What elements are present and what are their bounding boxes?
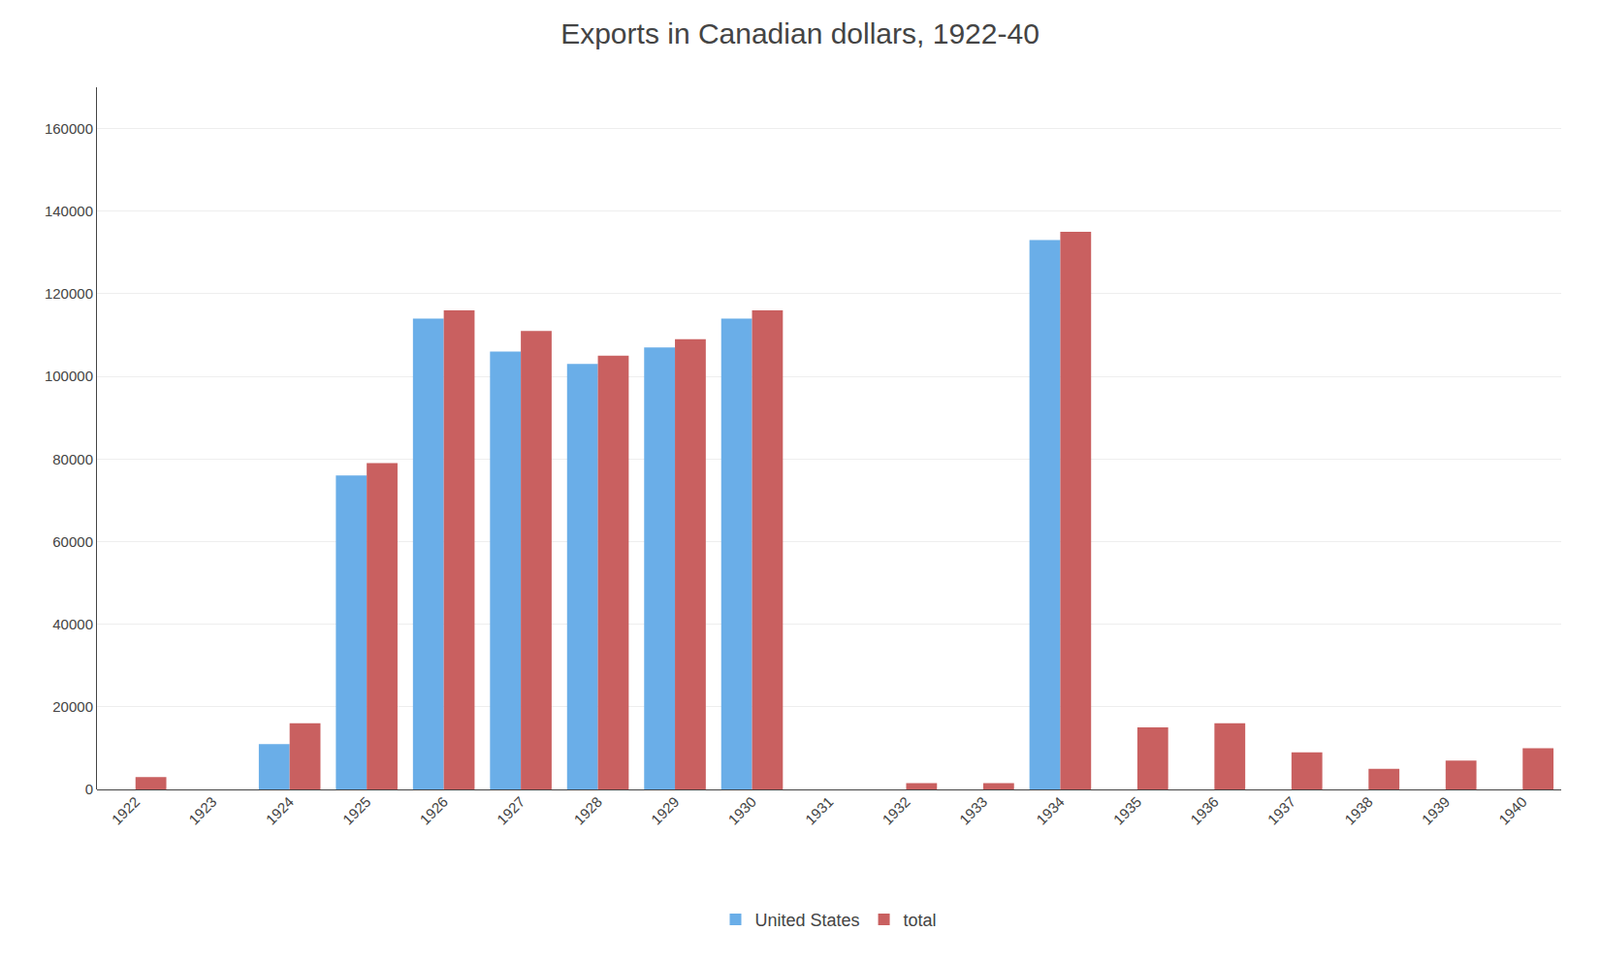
svg-text:1922: 1922 bbox=[108, 793, 144, 829]
svg-text:1939: 1939 bbox=[1418, 793, 1454, 829]
svg-text:1935: 1935 bbox=[1110, 793, 1146, 829]
svg-text:120000: 120000 bbox=[44, 285, 94, 302]
svg-text:40000: 40000 bbox=[52, 615, 94, 633]
svg-text:Exports in Canadian dollars, 1: Exports in Canadian dollars, 1922-40 bbox=[560, 17, 1040, 50]
svg-text:1927: 1927 bbox=[493, 793, 529, 829]
svg-text:total: total bbox=[903, 910, 937, 930]
svg-text:1938: 1938 bbox=[1341, 793, 1376, 829]
svg-text:1923: 1923 bbox=[185, 793, 221, 829]
svg-text:1926: 1926 bbox=[416, 793, 451, 829]
svg-text:1940: 1940 bbox=[1495, 793, 1531, 829]
svg-text:0: 0 bbox=[85, 780, 94, 798]
svg-text:80000: 80000 bbox=[52, 450, 94, 468]
svg-text:60000: 60000 bbox=[52, 533, 94, 550]
svg-text:160000: 160000 bbox=[44, 120, 94, 137]
svg-text:1929: 1929 bbox=[647, 793, 683, 829]
svg-text:1932: 1932 bbox=[878, 793, 914, 829]
svg-text:1937: 1937 bbox=[1264, 793, 1300, 829]
svg-text:1925: 1925 bbox=[339, 793, 375, 829]
svg-text:1930: 1930 bbox=[724, 793, 760, 829]
svg-text:1933: 1933 bbox=[956, 793, 992, 829]
svg-text:United States: United States bbox=[755, 910, 861, 930]
svg-text:1934: 1934 bbox=[1032, 793, 1068, 829]
svg-text:1936: 1936 bbox=[1186, 793, 1222, 829]
svg-text:100000: 100000 bbox=[44, 367, 94, 384]
svg-text:1928: 1928 bbox=[570, 793, 606, 829]
svg-text:1931: 1931 bbox=[801, 793, 837, 829]
svg-text:20000: 20000 bbox=[52, 698, 94, 715]
svg-text:1924: 1924 bbox=[261, 793, 297, 829]
svg-text:140000: 140000 bbox=[44, 202, 94, 220]
